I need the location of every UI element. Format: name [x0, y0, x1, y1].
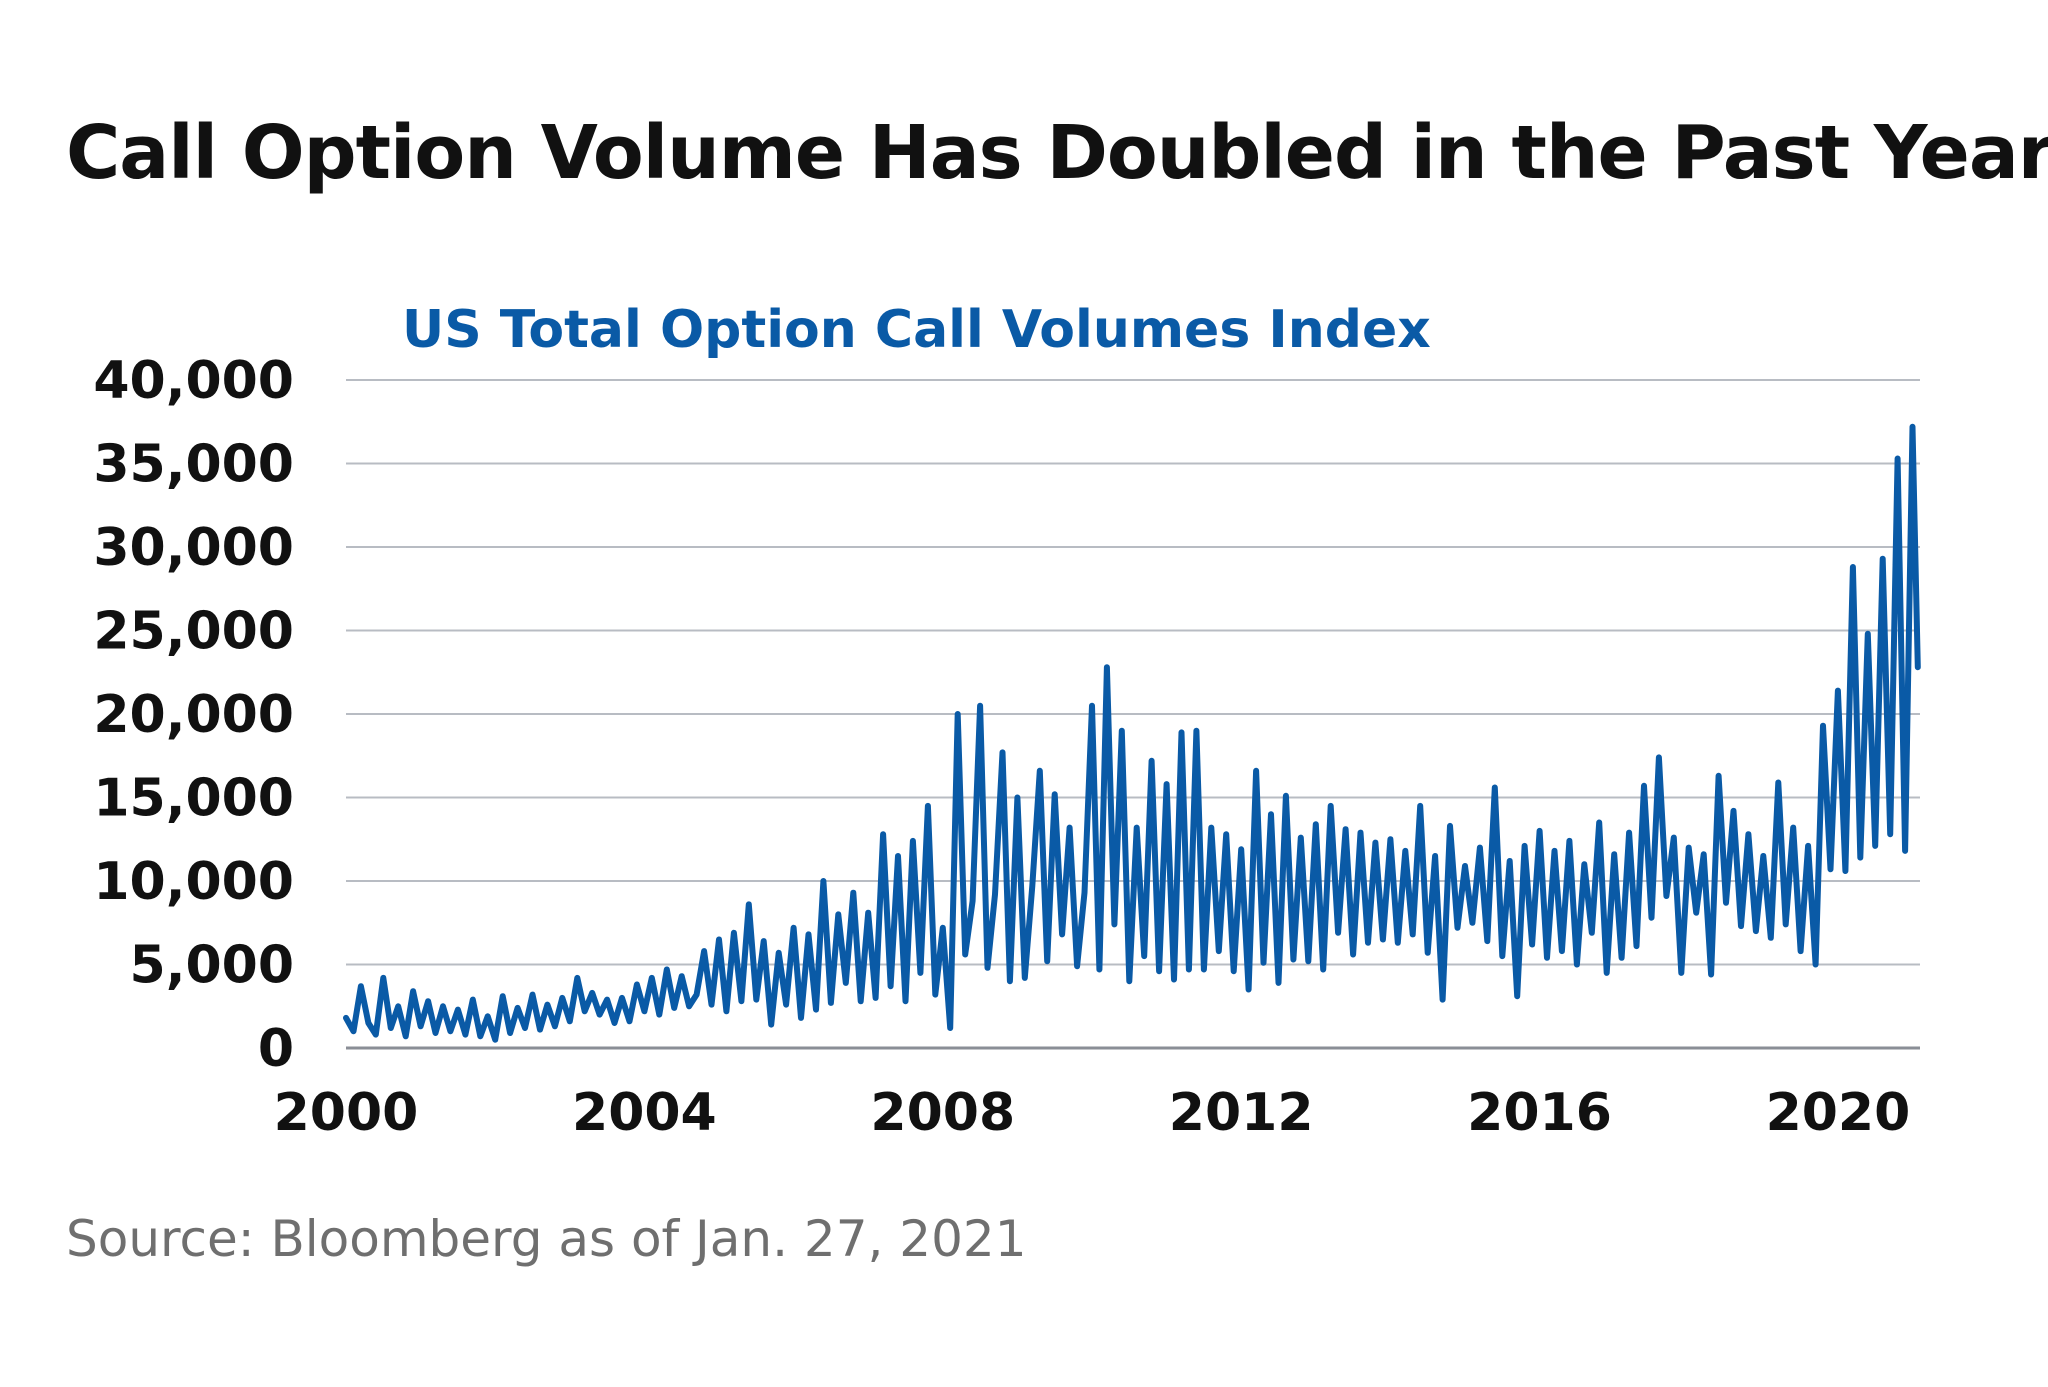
series-line: [343, 423, 1921, 1043]
x-tick-label: 2000: [274, 1083, 419, 1143]
x-tick-label: 2004: [572, 1083, 717, 1143]
x-tick-label: 2008: [870, 1083, 1015, 1143]
chart-title: US Total Option Call Volumes Index: [402, 300, 1431, 360]
page-heading: Call Option Volume Has Doubled in the Pa…: [66, 110, 2048, 196]
series-group: [343, 423, 1921, 1043]
x-axis-labels: 2000 2004 2008 2012 2016 2020: [274, 1083, 1911, 1143]
y-tick-label: 20,000: [93, 685, 294, 745]
x-tick-label: 2016: [1467, 1083, 1612, 1143]
y-tick-label: 25,000: [93, 602, 294, 662]
x-tick-label: 2020: [1766, 1083, 1911, 1143]
y-tick-label: 5,000: [130, 936, 294, 996]
source-note: Source: Bloomberg as of Jan. 27, 2021: [66, 1210, 1027, 1268]
y-tick-label: 35,000: [93, 435, 294, 495]
x-tick-label: 2012: [1169, 1083, 1314, 1143]
y-tick-label: 10,000: [93, 852, 294, 912]
y-tick-label: 40,000: [93, 351, 294, 411]
y-axis-labels: 0 5,000 10,000 15,000 20,000 25,000 30,000 35,0…: [93, 351, 294, 1079]
y-tick-label: 0: [258, 1019, 294, 1079]
y-tick-label: 15,000: [93, 769, 294, 829]
y-tick-label: 30,000: [93, 518, 294, 578]
